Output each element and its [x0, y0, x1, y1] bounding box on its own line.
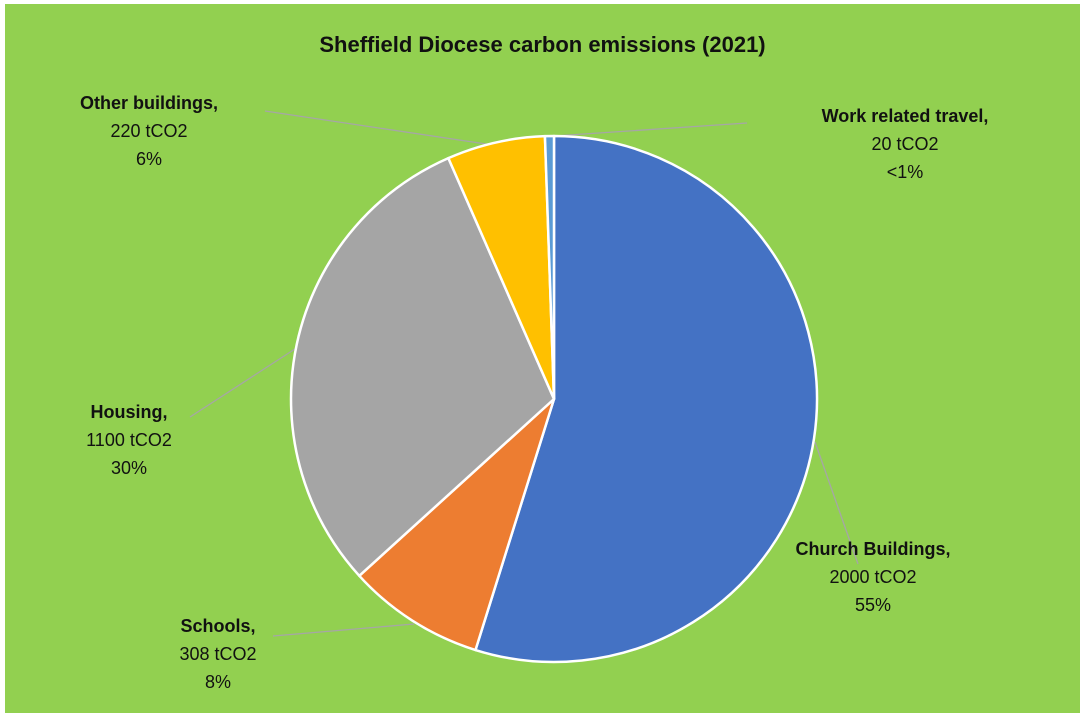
slice-value: 308 tCO2 — [179, 644, 257, 664]
slice-value: 1100 tCO2 — [86, 430, 172, 450]
pie-slices — [289, 134, 819, 664]
slice-percent: 55% — [854, 595, 892, 615]
slice-name: Work related travel, — [821, 106, 989, 126]
slice-percent: 6% — [135, 149, 162, 169]
slice-name: Church Buildings, — [795, 539, 951, 559]
slice-percent: 8% — [204, 672, 232, 692]
leader-lines — [189, 110, 859, 637]
leader-line-housing — [189, 346, 299, 418]
slice-name: Other buildings, — [80, 93, 218, 113]
leader-line-church-buildings — [814, 441, 859, 565]
pie-chart — [189, 110, 859, 664]
slice-percent: 30% — [110, 458, 148, 478]
slice-value: 20 tCO2 — [871, 134, 939, 154]
slice-value: 2000 tCO2 — [829, 567, 917, 587]
pie-slice-church-buildings — [474, 134, 819, 664]
leader-line-schools — [272, 623, 415, 637]
label-housing: Housing, 1100 tCO2 30% — [86, 398, 172, 482]
leader-line-work-related-travel — [553, 122, 748, 137]
label-church-buildings: Church Buildings, 2000 tCO2 55% — [796, 535, 951, 619]
pie-slice-work-related-travel — [543, 134, 556, 401]
label-work-related-travel: Work related travel, 20 tCO2 <1% — [822, 102, 989, 186]
label-other-buildings: Other buildings, 220 tCO2 6% — [80, 89, 218, 173]
label-schools: Schools, 308 tCO2 8% — [179, 612, 256, 696]
chart-area: Sheffield Diocese carbon emissions (2021… — [5, 4, 1080, 713]
leader-line-other-buildings — [264, 110, 487, 145]
pie-slice-schools — [358, 397, 556, 652]
slice-value: 220 tCO2 — [110, 121, 188, 141]
slice-percent: <1% — [886, 162, 924, 182]
pie-slice-housing — [289, 156, 556, 578]
slice-name: Schools, — [180, 616, 256, 636]
slice-name: Housing, — [90, 402, 168, 422]
chart-title: Sheffield Diocese carbon emissions (2021… — [319, 32, 766, 57]
